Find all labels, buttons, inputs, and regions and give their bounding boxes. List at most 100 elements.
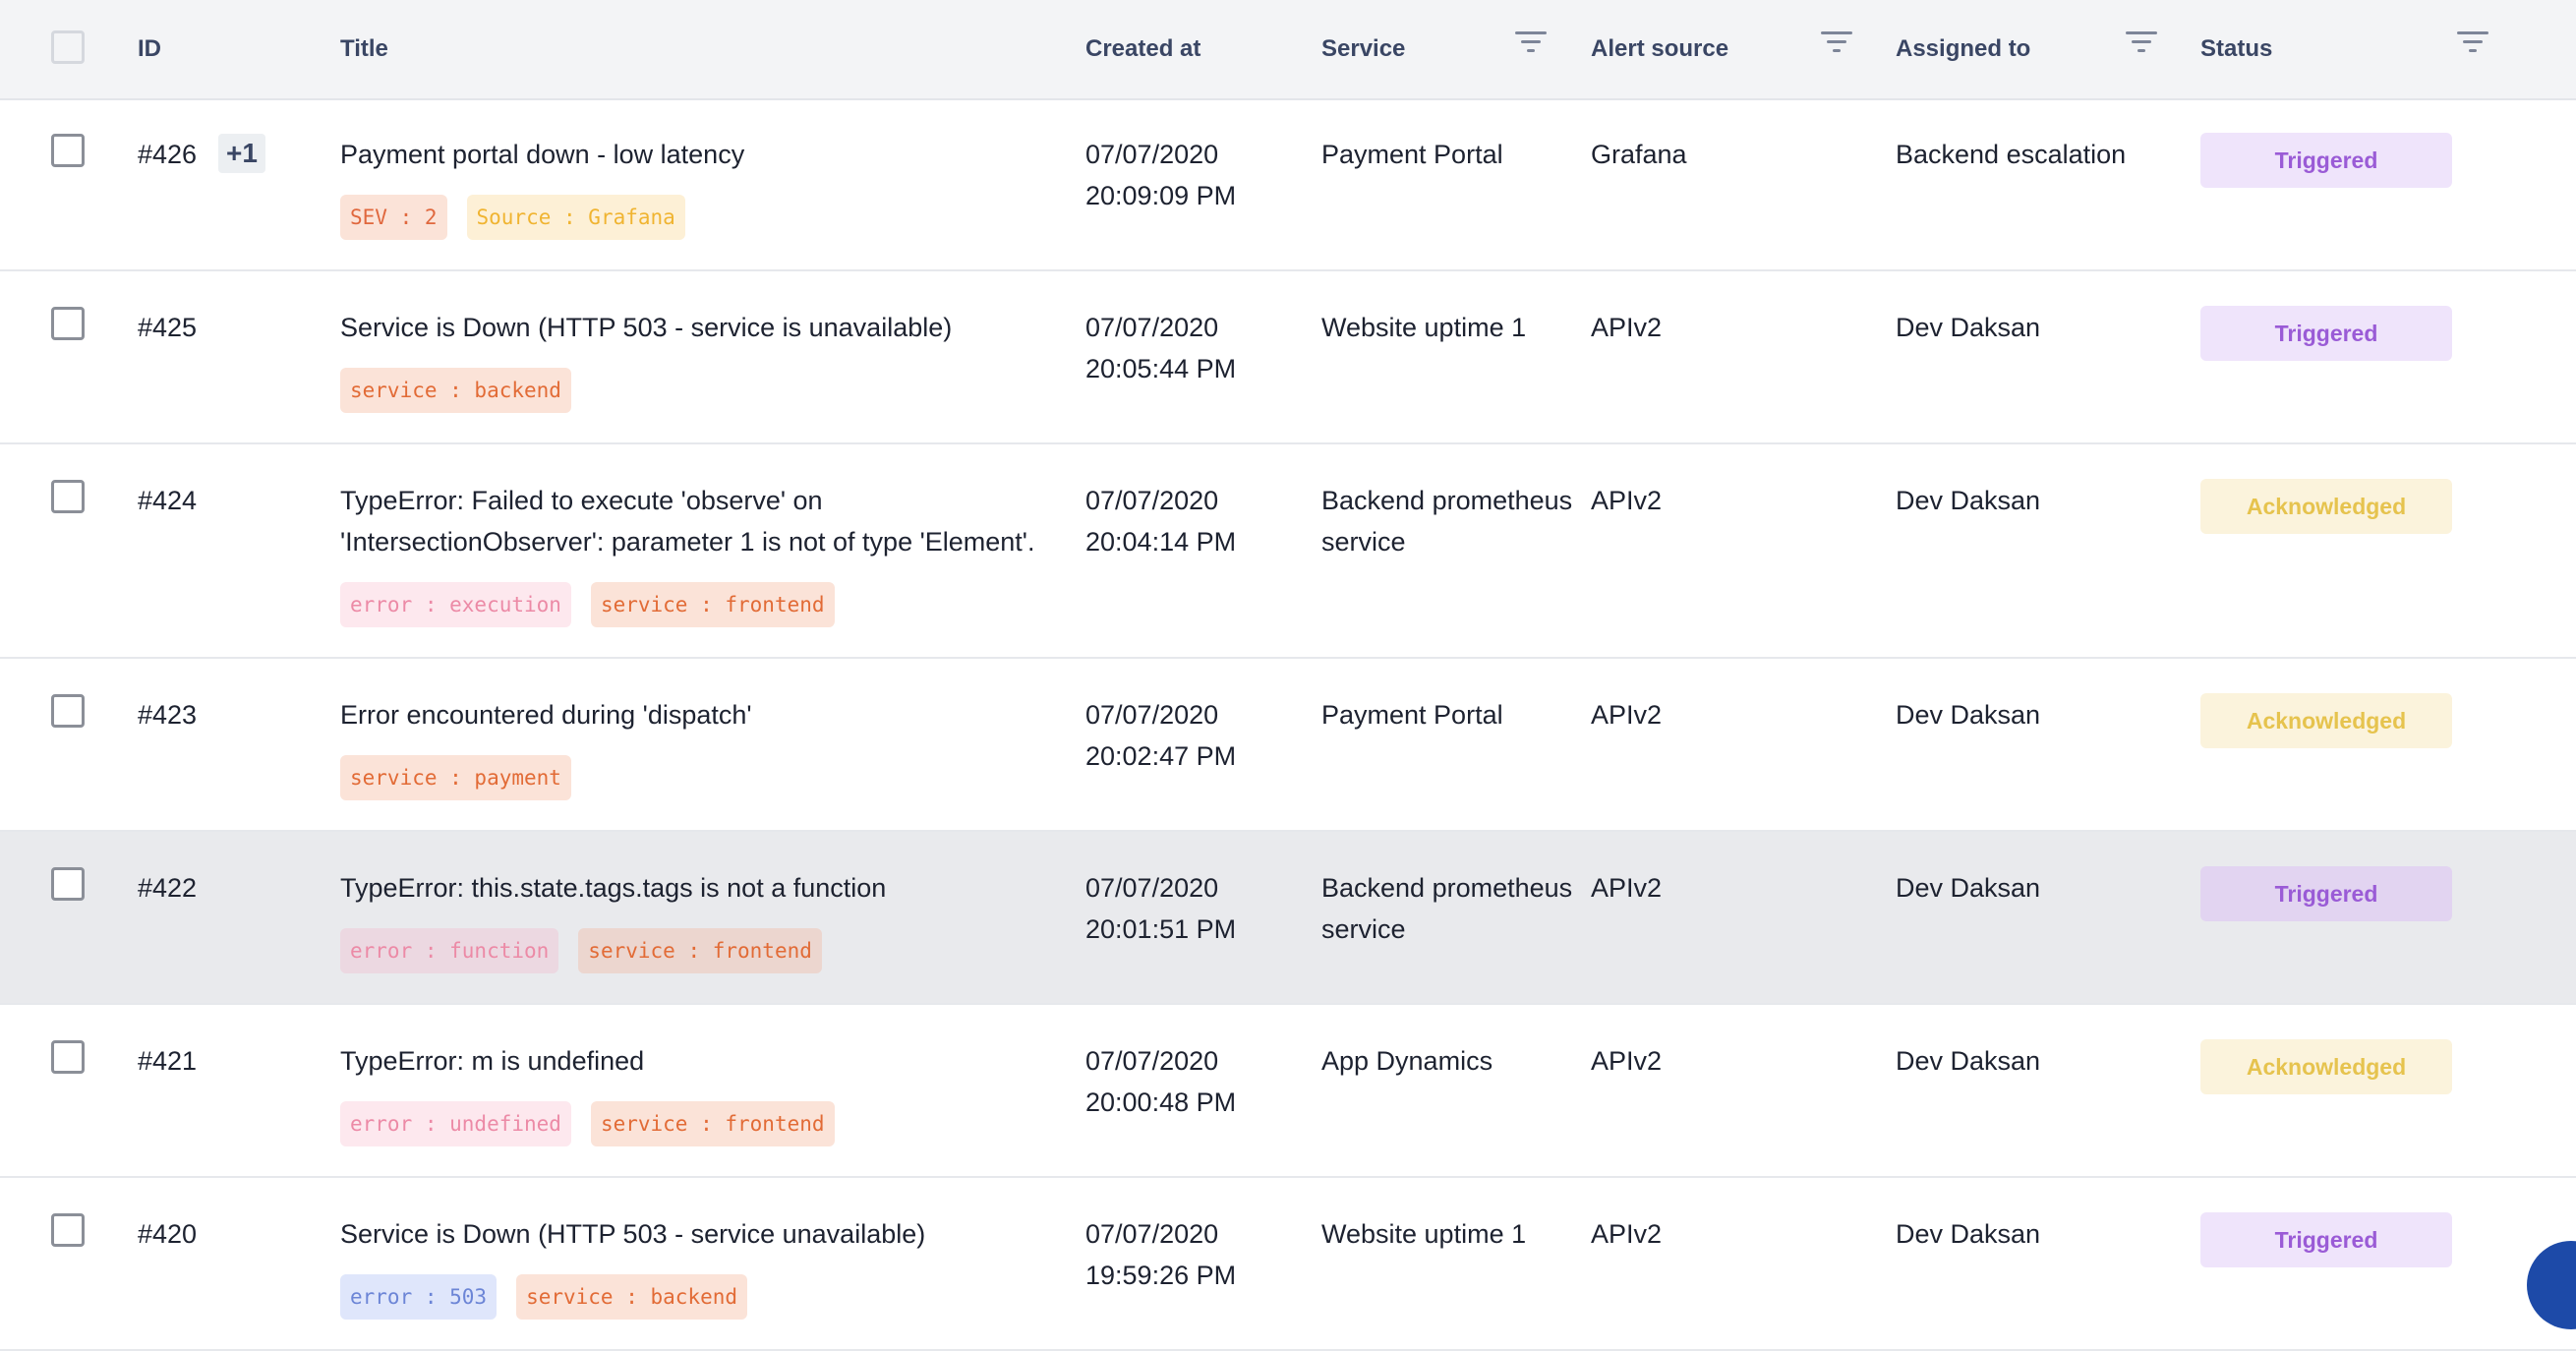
table-row[interactable]: #423 Error encountered during 'dispatch' s…: [0, 659, 2576, 832]
alert-source: APIv2: [1591, 1219, 1663, 1249]
assignee[interactable]: Dev Daksan: [1896, 313, 2041, 342]
row-checkbox[interactable]: [51, 134, 85, 167]
created-time: 20:02:47 PM: [1085, 741, 1237, 771]
tag-badge[interactable]: Source : Grafana: [466, 195, 685, 240]
incident-id[interactable]: #423: [138, 700, 198, 730]
tag-list: service : payment: [340, 755, 571, 800]
created-time: 20:04:14 PM: [1085, 527, 1237, 557]
service-name: Website uptime 1: [1321, 313, 1527, 342]
status-badge[interactable]: Triggered: [2200, 306, 2452, 361]
created-time: 20:05:44 PM: [1085, 354, 1237, 383]
column-header-created-at[interactable]: Created at: [1085, 35, 1201, 62]
incident-title[interactable]: TypeError: this.state.tags.tags is not a…: [340, 873, 887, 903]
table-row[interactable]: #425 Service is Down (HTTP 503 - service …: [0, 271, 2576, 444]
column-header-alert-source[interactable]: Alert source: [1591, 35, 1729, 62]
created-time: 20:01:51 PM: [1085, 914, 1237, 944]
incident-id[interactable]: #426: [138, 140, 198, 169]
assignee[interactable]: Dev Daksan: [1896, 486, 2041, 515]
assignee[interactable]: Dev Daksan: [1896, 1046, 2041, 1076]
alert-source: APIv2: [1591, 1046, 1663, 1076]
status-filter-icon[interactable]: [2456, 31, 2489, 55]
table-row[interactable]: #424 TypeError: Failed to execute 'observ…: [0, 444, 2576, 659]
table-row[interactable]: #426 +1 Payment portal down - low latency S…: [0, 98, 2576, 271]
tag-badge[interactable]: SEV : 2: [340, 195, 447, 240]
service-name: App Dynamics: [1321, 1046, 1493, 1076]
incident-title[interactable]: 'IntersectionObserver': parameter 1 is n…: [340, 527, 1035, 557]
incident-id[interactable]: #421: [138, 1046, 198, 1076]
created-date: 07/07/2020: [1085, 486, 1219, 515]
tag-badge[interactable]: service : frontend: [590, 582, 835, 627]
created-time: 20:09:09 PM: [1085, 181, 1237, 210]
tag-badge[interactable]: service : frontend: [590, 1101, 835, 1146]
incident-id[interactable]: #422: [138, 873, 198, 903]
alert-source: APIv2: [1591, 486, 1663, 515]
alert-source: APIv2: [1591, 313, 1663, 342]
service-name: Payment Portal: [1321, 700, 1503, 730]
tag-badge[interactable]: error : 503: [340, 1274, 498, 1320]
service-name: Website uptime 1: [1321, 1219, 1527, 1249]
incident-id[interactable]: #425: [138, 313, 198, 342]
tag-list: error : 503 service : backend: [340, 1274, 748, 1320]
incident-title[interactable]: TypeError: Failed to execute 'observe' o…: [340, 486, 823, 515]
tag-list: error : execution service : frontend: [340, 582, 835, 627]
assignee[interactable]: Dev Daksan: [1896, 1219, 2041, 1249]
column-header-title[interactable]: Title: [340, 35, 388, 62]
tag-list: error : undefined service : frontend: [340, 1101, 835, 1146]
tag-badge[interactable]: service : frontend: [578, 928, 822, 973]
column-header-assigned-to[interactable]: Assigned to: [1896, 35, 2031, 62]
merged-count-badge[interactable]: +1: [218, 134, 265, 173]
status-badge[interactable]: Acknowledged: [2200, 479, 2452, 534]
row-checkbox[interactable]: [51, 307, 85, 340]
created-time: 20:00:48 PM: [1085, 1087, 1237, 1117]
tag-badge[interactable]: error : undefined: [340, 1101, 571, 1146]
incident-title[interactable]: TypeError: m is undefined: [340, 1046, 645, 1076]
tag-badge[interactable]: service : backend: [340, 368, 571, 413]
tag-badge[interactable]: service : backend: [516, 1274, 748, 1320]
incident-title[interactable]: Payment portal down - low latency: [340, 140, 745, 169]
service-name: Backend prometheus: [1321, 873, 1573, 903]
service-name: service: [1321, 527, 1406, 557]
incident-id[interactable]: #420: [138, 1219, 198, 1249]
row-checkbox[interactable]: [51, 694, 85, 728]
status-badge[interactable]: Triggered: [2200, 866, 2452, 921]
table-row[interactable]: #422 TypeError: this.state.tags.tags is n…: [0, 832, 2576, 1005]
service-name: service: [1321, 914, 1406, 944]
incident-id[interactable]: #424: [138, 486, 198, 515]
column-header-status[interactable]: Status: [2200, 35, 2273, 62]
incident-title[interactable]: Service is Down (HTTP 503 - service unav…: [340, 1219, 926, 1249]
row-checkbox[interactable]: [51, 867, 85, 901]
row-checkbox[interactable]: [51, 1213, 85, 1247]
table-row[interactable]: #420 Service is Down (HTTP 503 - service …: [0, 1178, 2576, 1351]
created-date: 07/07/2020: [1085, 700, 1219, 730]
created-date: 07/07/2020: [1085, 140, 1219, 169]
assigned-to-filter-icon[interactable]: [2125, 31, 2158, 55]
row-checkbox[interactable]: [51, 480, 85, 513]
service-filter-icon[interactable]: [1514, 31, 1548, 55]
service-name: Payment Portal: [1321, 140, 1503, 169]
assignee[interactable]: Dev Daksan: [1896, 873, 2041, 903]
incident-title[interactable]: Service is Down (HTTP 503 - service is u…: [340, 313, 953, 342]
alert-source-filter-icon[interactable]: [1820, 31, 1853, 55]
tag-badge[interactable]: error : function: [340, 928, 559, 973]
created-date: 07/07/2020: [1085, 1219, 1219, 1249]
tag-list: service : backend: [340, 368, 571, 413]
assignee[interactable]: Dev Daksan: [1896, 700, 2041, 730]
assignee[interactable]: Backend escalation: [1896, 140, 2127, 169]
alert-source: Grafana: [1591, 140, 1687, 169]
column-header-id[interactable]: ID: [138, 35, 161, 62]
status-badge[interactable]: Acknowledged: [2200, 693, 2452, 748]
tag-badge[interactable]: error : execution: [340, 582, 571, 627]
tag-badge[interactable]: service : payment: [340, 755, 571, 800]
status-badge[interactable]: Triggered: [2200, 1212, 2452, 1267]
status-badge[interactable]: Acknowledged: [2200, 1039, 2452, 1094]
created-date: 07/07/2020: [1085, 1046, 1219, 1076]
select-all-checkbox[interactable]: [51, 30, 85, 64]
tag-list: SEV : 2 Source : Grafana: [340, 195, 685, 240]
table-row[interactable]: #421 TypeError: m is undefined error : und…: [0, 1005, 2576, 1178]
status-badge[interactable]: Triggered: [2200, 133, 2452, 188]
column-header-service[interactable]: Service: [1321, 35, 1406, 62]
row-checkbox[interactable]: [51, 1040, 85, 1074]
incident-title[interactable]: Error encountered during 'dispatch': [340, 700, 752, 730]
tag-list: error : function service : frontend: [340, 928, 822, 973]
created-time: 19:59:26 PM: [1085, 1261, 1237, 1290]
